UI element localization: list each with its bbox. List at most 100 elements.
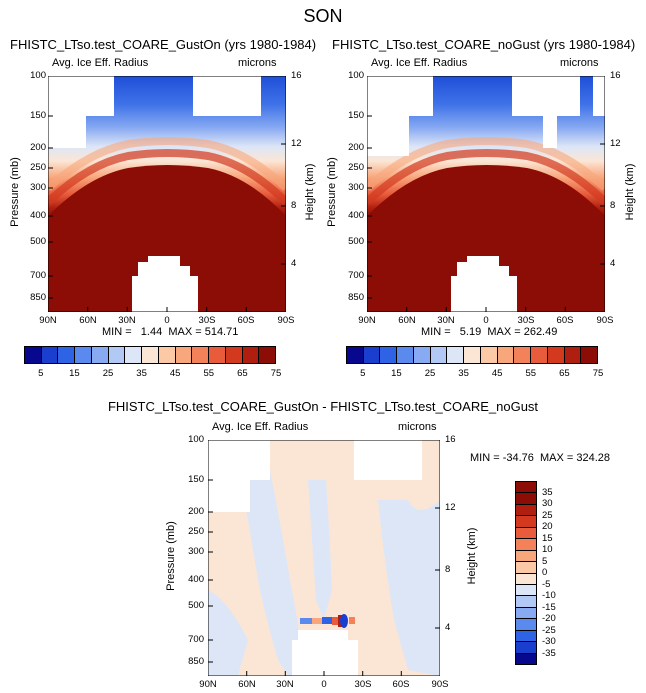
colorbar-swatch [429, 347, 447, 363]
panel2-xtick: 30S [517, 315, 535, 326]
colorbar-label: 15 [391, 368, 402, 379]
colorbar-label: 25 [542, 509, 553, 521]
colorbar-label: 35 [458, 368, 469, 379]
panel2-missing [367, 76, 433, 116]
colorbar-swatch [379, 347, 397, 363]
colorbar-left-labels: 5 15 25 35 45 55 65 75 [24, 368, 281, 382]
colorbar-swatch [580, 347, 598, 363]
colorbar-swatch [90, 347, 108, 363]
panel3-plot [208, 440, 440, 676]
panel1-xtick: 30S [198, 315, 216, 326]
panel3-ylabel: Pressure (mb) [165, 521, 177, 591]
colorbar-swatch [513, 347, 531, 363]
colorbar-swatch [516, 482, 536, 493]
colorbar-swatch [516, 538, 536, 550]
panel2-plot [367, 76, 605, 312]
panel2-xtick: 60N [398, 315, 416, 326]
colorbar-swatch [516, 492, 536, 504]
panel3-anomaly [300, 614, 355, 628]
panel3-y2label: Height (km) [466, 527, 478, 585]
colorbar-label: 75 [592, 368, 604, 379]
panel3-ytick: 500 [188, 600, 204, 611]
panel3-xtick: 60S [392, 679, 410, 690]
panel2-stats: MIN = 5.19 MAX = 262.49 [421, 326, 558, 338]
colorbar-label: 25 [102, 368, 114, 379]
colorbar-swatch [516, 641, 536, 653]
panel3-ytick: 300 [188, 546, 204, 557]
colorbar-label: 75 [270, 368, 282, 379]
panel3-xtick: 90S [431, 679, 449, 690]
panel2-y2tick: 8 [610, 200, 616, 211]
panel1-ytick: 250 [30, 162, 46, 173]
panel1-y2tick: 12 [291, 138, 302, 149]
colorbar-label: 5 [38, 368, 44, 379]
panel3-y2tick: 12 [445, 502, 456, 513]
panel3-xtick: 30S [354, 679, 372, 690]
panel2-xtick: 30N [437, 315, 455, 326]
colorbar-swatch [516, 572, 536, 584]
colorbar-swatch [516, 515, 536, 527]
colorbar-label: -10 [542, 590, 556, 601]
panel1-dome [48, 165, 286, 312]
colorbar-diff-labels: 35 30 25 20 15 10 5 0 -5 -10 -15 -20 -25 -30 -35 [542, 481, 582, 665]
colorbar-swatch [241, 347, 259, 363]
panel3-ytick: 100 [188, 434, 204, 445]
panel1-y2tick: 16 [291, 70, 302, 81]
colorbar-swatch [463, 347, 480, 363]
panel3-xtick: 60N [238, 679, 256, 690]
panel2-ytick: 500 [348, 236, 364, 247]
panel3-ytick: 250 [188, 526, 204, 537]
panel2-xtick: 90S [596, 315, 614, 326]
colorbar-swatch [258, 347, 276, 363]
colorbar-swatch [412, 347, 430, 363]
colorbar-label: -15 [542, 601, 556, 613]
colorbar-swatch [516, 595, 536, 607]
panel1-plot [48, 76, 286, 312]
colorbar-swatch [516, 629, 536, 642]
colorbar-label: 10 [542, 544, 553, 555]
panel2-ytick: 250 [348, 162, 364, 173]
panel2-ylabel: Pressure (mb) [326, 157, 338, 227]
panel1-ytick: 700 [30, 270, 46, 281]
colorbar-swatch [224, 347, 242, 363]
panel2-ytick: 700 [348, 270, 364, 281]
panel2-field-label: Avg. Ice Eff. Radius [371, 57, 468, 69]
colorbar-swatch [74, 347, 91, 363]
panel1-title: FHISTC_LTso.test_COARE_GustOn (yrs 1980-… [10, 37, 317, 52]
colorbar-label: 35 [136, 368, 147, 379]
panel2-ytick: 400 [348, 210, 364, 221]
colorbar-left [24, 346, 276, 364]
panel3-y2tick: 4 [445, 622, 451, 633]
colorbar-label: 45 [491, 368, 503, 379]
colorbar-swatch [516, 526, 536, 539]
colorbar-label: 15 [542, 532, 553, 544]
panel1-ytick: 400 [30, 210, 46, 221]
panel3-ytick: 400 [188, 574, 204, 585]
panel1-ytick: 500 [30, 236, 46, 247]
panel1-field-label: Avg. Ice Eff. Radius [52, 57, 149, 69]
panel2-y2tick: 12 [610, 138, 621, 149]
panel3-ytick: 200 [188, 506, 204, 517]
panel2-y2label: Height (km) [624, 163, 636, 221]
panel1-ylabel: Pressure (mb) [9, 157, 21, 227]
colorbar-swatch [124, 347, 142, 363]
colorbar-swatch [157, 347, 175, 363]
colorbar-label: -20 [542, 613, 556, 624]
panel1-y2tick: 4 [291, 258, 297, 269]
panel3-xtick: 90N [199, 679, 217, 690]
panel1-xtick: 60S [237, 315, 255, 326]
colorbar-label: -35 [542, 647, 556, 659]
panel2-xtick: 60S [556, 315, 574, 326]
colorbar-right [346, 346, 598, 364]
panel1-xtick: 90S [277, 315, 295, 326]
colorbar-swatch [174, 347, 192, 363]
panel2-title: FHISTC_LTso.test_COARE_noGust (yrs 1980-… [332, 37, 636, 52]
colorbar-swatch [530, 347, 547, 363]
colorbar-right-labels: 5 15 25 35 45 55 65 75 [346, 368, 603, 382]
panel2-units-label: microns [560, 57, 599, 69]
colorbar-label: 5 [542, 555, 548, 567]
colorbar-label: 0 [542, 567, 548, 578]
colorbar-swatch [191, 347, 209, 363]
colorbar-swatch [516, 606, 536, 619]
colorbar-label: 55 [203, 368, 215, 379]
